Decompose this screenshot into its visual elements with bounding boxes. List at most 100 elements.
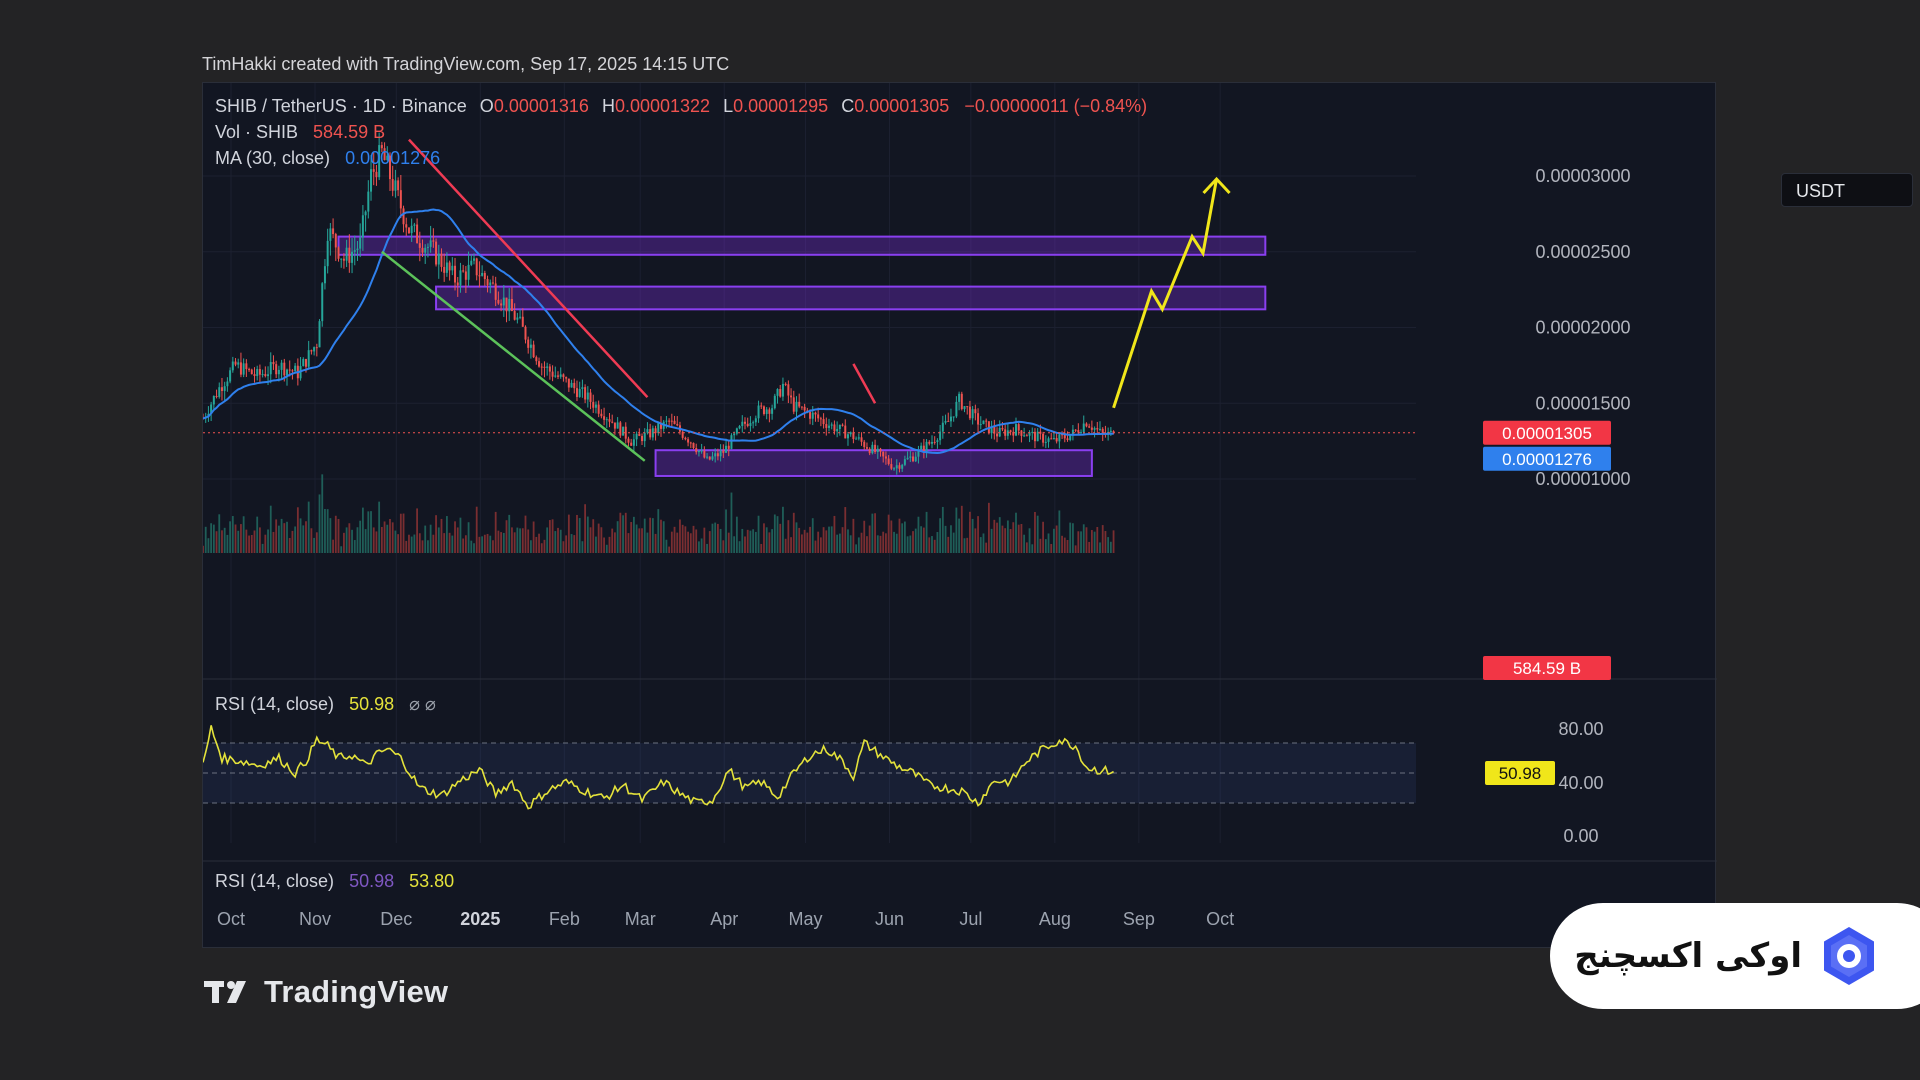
chart-svg[interactable]: Oct Nov Dec 2025 Feb Mar Apr May Jun Jul Aug Sep Oct… — [203, 83, 1717, 949]
candle-body — [920, 445, 923, 450]
candle-body — [581, 387, 584, 390]
volume-bar — [364, 529, 367, 553]
candle-body — [432, 240, 435, 242]
candle-body — [489, 282, 492, 286]
candle-body — [611, 421, 614, 423]
time-axis-label: Aug — [1039, 909, 1071, 929]
volume-bar — [261, 543, 264, 553]
projection-arrow — [1112, 178, 1219, 409]
candle-body — [893, 468, 896, 470]
candle-body — [538, 361, 541, 367]
volume-bar — [982, 533, 985, 553]
candle-body — [1066, 438, 1069, 440]
volume-bar — [763, 523, 765, 553]
candle-body — [890, 464, 893, 469]
candle-body — [1047, 438, 1050, 442]
candle-body — [508, 299, 511, 312]
volume-bar — [595, 536, 597, 553]
volume-bar — [1082, 524, 1085, 553]
volume-bar — [754, 531, 757, 553]
volume-bar — [803, 529, 806, 553]
chart-credit: TimHakki created with TradingView.com, S… — [202, 54, 730, 74]
volume-bar — [253, 530, 256, 553]
candle-body — [906, 457, 909, 460]
rsi-line — [203, 725, 1114, 810]
volume-bar — [936, 532, 939, 553]
candle-body — [1082, 423, 1085, 433]
rsi2-value-1: 50.98 — [349, 871, 394, 891]
candle-body — [668, 420, 671, 422]
candle-body — [687, 439, 690, 443]
volume-bar — [665, 539, 668, 553]
volume-bar — [210, 523, 213, 553]
time-axis-label: Mar — [625, 909, 656, 929]
candle-body — [657, 422, 660, 434]
volume-bar — [524, 515, 527, 553]
candle-body — [519, 316, 522, 318]
volume-bar — [521, 528, 524, 553]
candle-body — [1006, 430, 1009, 436]
candle-body — [1023, 435, 1026, 437]
candle-body — [586, 392, 589, 400]
volume-bar — [557, 527, 559, 553]
candle-body — [231, 361, 234, 371]
candle-body — [1058, 434, 1061, 442]
volume-bar — [280, 518, 283, 553]
candle-body — [497, 299, 500, 304]
volume-bar — [1042, 521, 1044, 553]
volume-bar — [706, 543, 708, 553]
volume-bar — [397, 534, 400, 553]
time-axis-label: Sep — [1123, 909, 1155, 929]
candle-body — [288, 369, 291, 371]
candle-body — [275, 364, 278, 375]
volume-bar — [643, 518, 646, 553]
candle-body — [402, 208, 405, 225]
candle-body — [1071, 429, 1074, 435]
volume-bar — [963, 538, 966, 553]
candle-body — [822, 419, 825, 425]
candle-body — [269, 362, 272, 375]
volume-bar — [516, 527, 519, 553]
candle-body — [809, 411, 812, 419]
volume-bar — [1044, 539, 1047, 553]
candle-body — [654, 428, 657, 434]
open-value: 0.00001316 — [494, 96, 589, 116]
volume-bar — [212, 524, 215, 553]
candle-body — [949, 416, 952, 422]
volume-bar — [299, 518, 302, 553]
volume-bar — [1001, 525, 1004, 553]
ma-legend: MA (30, close) 0.00001276 — [215, 148, 440, 168]
candle-body — [665, 420, 668, 422]
candle-body — [971, 409, 974, 419]
candle-body — [340, 258, 343, 260]
ma30-line — [203, 208, 1114, 454]
volume-bar — [917, 516, 920, 553]
candle-body — [245, 363, 248, 370]
volume-bar — [543, 539, 546, 553]
volume-bar — [1066, 539, 1069, 553]
volume-bar — [1077, 531, 1080, 553]
candle-body — [627, 438, 630, 443]
high-label: H — [602, 96, 615, 116]
candle-body — [600, 413, 603, 417]
volume-bar — [822, 527, 825, 553]
volume-bar — [765, 527, 768, 553]
candle-body — [868, 448, 871, 454]
candle-body — [242, 363, 245, 375]
chart-panel[interactable]: Oct Nov Dec 2025 Feb Mar Apr May Jun Jul Aug Sep Oct… — [202, 82, 1913, 949]
time-axis-label: Oct — [217, 909, 245, 929]
candle-body — [860, 437, 863, 442]
candle-body — [659, 422, 662, 429]
volume-bar — [383, 521, 386, 553]
currency-selector[interactable]: USDT — [1781, 173, 1913, 207]
volume-bar — [592, 519, 595, 553]
candle-body — [982, 420, 985, 425]
candle-body — [879, 448, 882, 452]
volume-bar — [670, 531, 673, 553]
volume-bar — [627, 533, 630, 553]
candle-body — [727, 445, 730, 449]
volume-bar — [1085, 527, 1088, 553]
time-axis-label: Jul — [959, 909, 982, 929]
volume-bar — [1023, 534, 1026, 553]
candle-body — [315, 347, 318, 349]
